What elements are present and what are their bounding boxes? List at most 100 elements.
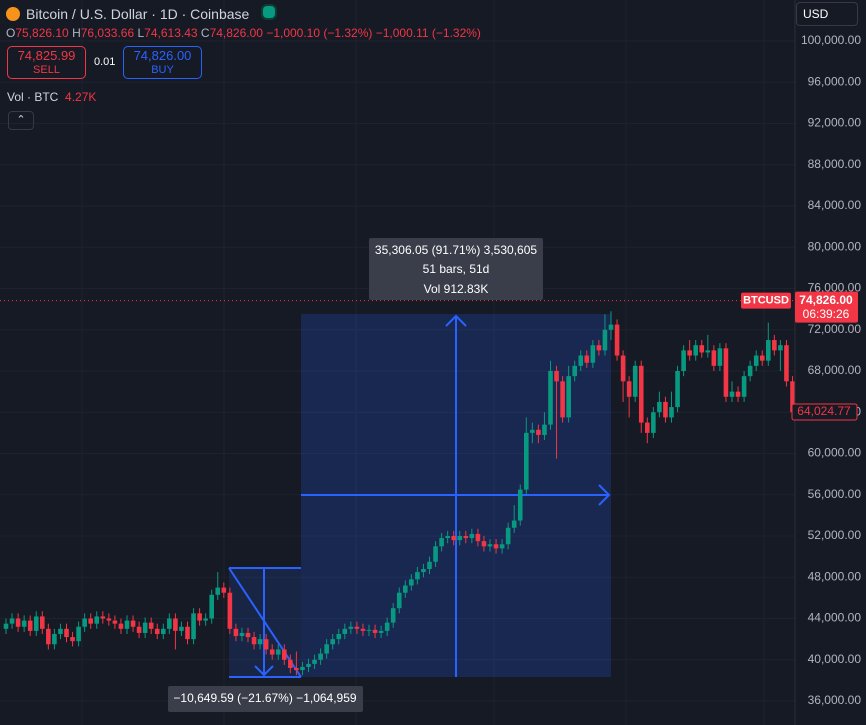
candle-body bbox=[554, 371, 559, 382]
currency-button[interactable]: USD bbox=[796, 2, 858, 26]
candle-body bbox=[772, 340, 777, 351]
candle-body bbox=[52, 633, 57, 645]
candle-body bbox=[396, 592, 402, 609]
ohlc-value: 74,613.43 bbox=[144, 26, 198, 40]
y-tick-label: 36,000.00 bbox=[808, 693, 862, 707]
candle-body bbox=[433, 546, 438, 562]
candle-body bbox=[723, 348, 729, 397]
candle-body bbox=[142, 622, 148, 633]
sell-button[interactable]: 74,825.99 SELL bbox=[7, 46, 86, 79]
candle-body bbox=[275, 649, 281, 655]
sell-price: 74,825.99 bbox=[17, 48, 76, 63]
candle-body bbox=[372, 629, 378, 633]
candle-body bbox=[233, 628, 239, 637]
buy-price: 74,826.00 bbox=[133, 48, 192, 63]
candle-body bbox=[15, 618, 21, 627]
candle-body bbox=[759, 355, 765, 361]
candle-body bbox=[384, 622, 390, 631]
tooltip-text: 35,306.05 (91.71%) 3,530,605 bbox=[375, 243, 537, 257]
candle-body bbox=[699, 345, 705, 353]
y-tick-label: 80,000.00 bbox=[808, 239, 862, 253]
ohlc-key: C bbox=[200, 26, 210, 40]
candle-body bbox=[100, 616, 106, 619]
candle-body bbox=[469, 533, 475, 539]
arrow-head bbox=[598, 484, 611, 506]
ohlc-value: 75,826.10 bbox=[15, 26, 69, 40]
countdown-label: 06:39:26 bbox=[803, 307, 850, 321]
quantity: 0.01 bbox=[94, 56, 116, 68]
candle-body bbox=[741, 376, 747, 397]
y-tick-label: 44,000.00 bbox=[808, 611, 862, 625]
tooltip-text: Vol 912.83K bbox=[424, 282, 489, 296]
candle-body bbox=[354, 626, 360, 629]
candle-body bbox=[487, 544, 493, 547]
candle-body bbox=[21, 620, 27, 627]
candle-body bbox=[415, 572, 420, 580]
marker-label: 64,024.77 bbox=[797, 404, 851, 418]
tooltip-box bbox=[369, 238, 543, 300]
candle-body bbox=[778, 345, 783, 351]
candle-body bbox=[324, 644, 329, 654]
candle-body bbox=[257, 639, 263, 645]
candle-body bbox=[511, 520, 517, 528]
candle-body bbox=[620, 355, 626, 382]
candle-body bbox=[118, 623, 124, 629]
sell-label: SELL bbox=[33, 64, 60, 76]
volume-label: Vol · BTC bbox=[7, 90, 59, 104]
candle-body bbox=[40, 616, 45, 629]
candle-body bbox=[173, 618, 178, 631]
ohlc-value: 76,033.66 bbox=[80, 26, 135, 40]
candle-body bbox=[548, 371, 553, 425]
tooltip-text: 51 bars, 51d bbox=[423, 262, 490, 276]
y-tick-label: 72,000.00 bbox=[808, 322, 862, 336]
y-tick-label: 40,000.00 bbox=[808, 652, 862, 666]
ohlc-key: O bbox=[6, 26, 16, 40]
candle-body bbox=[360, 628, 366, 631]
collapse-button[interactable]: ⌃ bbox=[8, 111, 34, 130]
change: −1,000.11 (−1.32%) bbox=[375, 26, 481, 40]
candle-body bbox=[269, 649, 275, 655]
candle-body bbox=[294, 668, 299, 671]
ohlc-key: H bbox=[72, 26, 81, 40]
candle-body bbox=[463, 536, 469, 539]
candle-body bbox=[711, 350, 717, 366]
candle-body bbox=[366, 629, 372, 631]
candle-body bbox=[185, 626, 190, 640]
candle-body bbox=[161, 628, 166, 634]
candle-body bbox=[124, 620, 130, 629]
candle-body bbox=[70, 637, 75, 642]
candle-body bbox=[342, 628, 348, 634]
measure-tooltips: 35,306.05 (91.71%) 3,530,605 51 bars, 51… bbox=[168, 238, 543, 712]
candle-body bbox=[288, 659, 293, 669]
candle-body bbox=[445, 536, 450, 539]
arrow-head bbox=[445, 314, 467, 327]
candle-body bbox=[239, 632, 245, 637]
candle-body bbox=[27, 620, 33, 631]
candle-body bbox=[58, 628, 63, 634]
volume-value: 4.27K bbox=[65, 90, 97, 104]
candle-body bbox=[390, 608, 396, 623]
y-tick-label: 88,000.00 bbox=[808, 157, 862, 171]
measure-drawing bbox=[228, 314, 611, 678]
candles bbox=[3, 311, 795, 676]
candle-body bbox=[584, 355, 590, 363]
candle-body bbox=[191, 613, 196, 640]
symbol-header: Bitcoin / U.S. Dollar · 1D · Coinbase bbox=[6, 4, 278, 22]
candle-body bbox=[215, 587, 221, 595]
candle-body bbox=[336, 633, 342, 640]
candle-body bbox=[403, 585, 408, 593]
candle-body bbox=[167, 618, 172, 629]
y-tick-label: 92,000.00 bbox=[808, 116, 862, 130]
ohlc-row: O75,826.10 H76,033.66 L74,613.43 C74,826… bbox=[6, 26, 481, 40]
y-tick-label: 100,000.00 bbox=[801, 33, 861, 47]
tooltip-text: −10,649.59 (−21.67%) −1,064,959 bbox=[173, 691, 356, 705]
coin-icon bbox=[6, 7, 20, 21]
candle-body bbox=[524, 432, 529, 490]
buy-button[interactable]: 74,826.00 BUY bbox=[123, 46, 202, 79]
candle-body bbox=[245, 632, 251, 638]
symbol-title: Bitcoin / U.S. Dollar · 1D · Coinbase bbox=[26, 6, 250, 22]
candle-body bbox=[33, 616, 39, 631]
volume-row: Vol · BTC 4.27K bbox=[7, 90, 96, 104]
candle-body bbox=[46, 628, 51, 645]
symbol-label: BTCUSD bbox=[743, 295, 789, 307]
